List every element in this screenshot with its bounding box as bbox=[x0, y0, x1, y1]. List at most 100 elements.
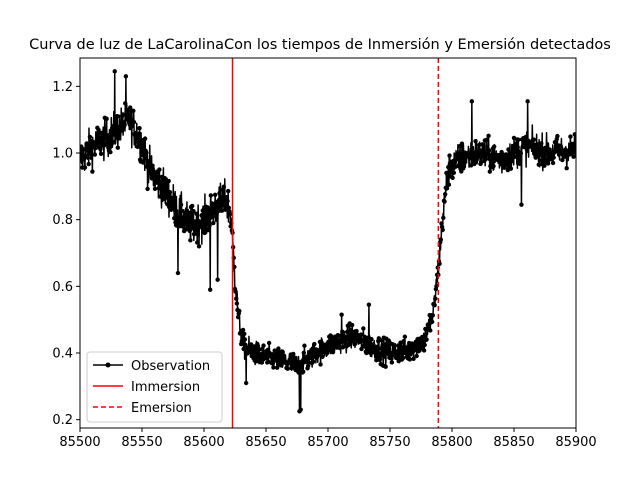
observation-point bbox=[564, 165, 569, 171]
observation-point bbox=[403, 348, 409, 354]
observation-point bbox=[455, 157, 460, 162]
observation-point bbox=[316, 352, 321, 357]
observation-point bbox=[275, 357, 280, 363]
observation-point bbox=[309, 348, 314, 353]
y-tick-label: 0.6 bbox=[52, 280, 73, 295]
observation-point bbox=[234, 296, 239, 301]
observation-point bbox=[483, 156, 488, 162]
observation-point bbox=[97, 137, 102, 142]
observation-point bbox=[206, 227, 211, 233]
observation-point bbox=[392, 349, 398, 354]
observation-point bbox=[274, 365, 280, 370]
observation-point bbox=[219, 198, 224, 204]
observation-point bbox=[82, 165, 88, 170]
observation-point bbox=[238, 330, 243, 336]
observation-point bbox=[204, 215, 210, 220]
observation-point bbox=[136, 131, 142, 136]
observation-point bbox=[280, 349, 285, 355]
observation-point bbox=[340, 329, 345, 334]
observation-point bbox=[188, 238, 193, 243]
observation-point bbox=[207, 223, 212, 228]
observation-point bbox=[217, 190, 222, 196]
observation-point bbox=[156, 185, 161, 191]
observation-point bbox=[330, 349, 336, 355]
observation-point bbox=[225, 188, 231, 194]
observation-point bbox=[190, 203, 195, 209]
observation-point bbox=[366, 302, 372, 307]
observation-point bbox=[422, 342, 427, 348]
observation-point bbox=[105, 133, 110, 138]
observation-point bbox=[233, 289, 238, 294]
observation-point bbox=[560, 157, 565, 163]
observation-point bbox=[439, 221, 444, 226]
observation-point bbox=[385, 345, 390, 350]
observation-point bbox=[279, 363, 284, 368]
observation-point bbox=[144, 150, 149, 155]
observation-point bbox=[87, 134, 93, 140]
observation-point bbox=[242, 337, 248, 342]
observation-point bbox=[389, 355, 394, 361]
observation-point bbox=[318, 362, 323, 367]
observation-point bbox=[162, 196, 167, 201]
observation-point bbox=[451, 170, 457, 175]
observation-point bbox=[270, 352, 275, 357]
observation-point bbox=[171, 204, 176, 210]
observation-point bbox=[401, 339, 406, 344]
observation-point bbox=[141, 141, 147, 146]
observation-point bbox=[100, 134, 105, 140]
observation-point bbox=[185, 215, 191, 220]
observation-point bbox=[122, 122, 127, 127]
observation-point bbox=[352, 342, 357, 347]
observation-point bbox=[339, 312, 344, 317]
observation-point bbox=[160, 182, 166, 187]
observation-point bbox=[116, 134, 122, 139]
observation-point bbox=[359, 346, 364, 352]
observation-point bbox=[115, 145, 121, 150]
observation-point bbox=[302, 343, 307, 348]
observation-point bbox=[161, 186, 166, 191]
observation-point bbox=[571, 149, 576, 154]
observation-point bbox=[227, 212, 233, 217]
observation-point bbox=[317, 339, 323, 345]
observation-point bbox=[298, 407, 303, 412]
observation-point bbox=[167, 189, 173, 195]
observation-point bbox=[146, 164, 152, 169]
y-tick-label: 0.8 bbox=[52, 213, 73, 228]
observation-point bbox=[518, 151, 524, 156]
observation-point bbox=[172, 208, 178, 213]
observation-point bbox=[123, 74, 129, 79]
observation-point bbox=[349, 322, 355, 328]
observation-point bbox=[84, 148, 89, 153]
observation-point bbox=[383, 364, 388, 369]
observation-point bbox=[194, 211, 199, 217]
observation-point bbox=[228, 224, 233, 229]
observation-point bbox=[444, 186, 450, 191]
observation-point bbox=[120, 112, 125, 117]
observation-point bbox=[265, 347, 271, 353]
observation-point bbox=[149, 168, 154, 173]
observation-point bbox=[157, 179, 163, 184]
observation-point bbox=[450, 175, 455, 180]
observation-point bbox=[312, 341, 317, 347]
observation-point bbox=[301, 369, 306, 374]
observation-point bbox=[499, 149, 504, 155]
observation-point bbox=[327, 347, 333, 353]
observation-point bbox=[508, 166, 514, 171]
observation-point bbox=[320, 354, 325, 360]
observation-point bbox=[506, 147, 511, 152]
observation-point bbox=[328, 333, 333, 338]
legend-box bbox=[86, 351, 223, 423]
observation-point bbox=[243, 380, 249, 386]
observation-point bbox=[456, 151, 461, 156]
observation-point bbox=[533, 155, 538, 160]
observation-point bbox=[278, 355, 283, 360]
x-tick-label: 85850 bbox=[493, 435, 534, 450]
y-tick-label: 0.4 bbox=[52, 347, 73, 362]
observation-point bbox=[539, 141, 544, 146]
observation-point bbox=[183, 220, 188, 226]
observation-point bbox=[514, 141, 519, 146]
observation-point bbox=[340, 345, 346, 350]
observation-point bbox=[301, 350, 307, 355]
observation-point bbox=[491, 163, 496, 169]
